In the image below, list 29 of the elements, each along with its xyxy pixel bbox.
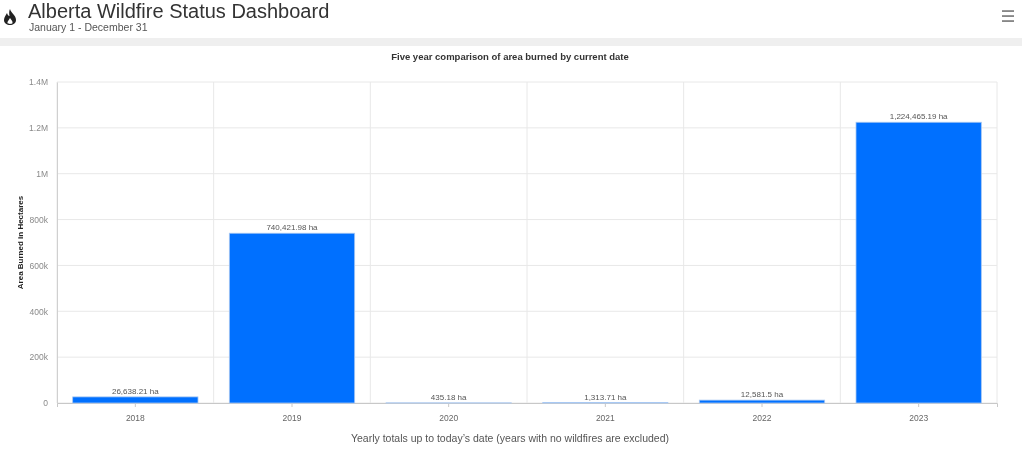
y-tick-label: 600k	[29, 260, 49, 271]
x-tick-label: 2018	[125, 413, 146, 424]
bar	[855, 121, 982, 404]
x-tick-label: 2023	[909, 413, 929, 424]
y-axis-title: Area Burned in Hectares	[16, 195, 25, 290]
x-axis-title: Yearly totals up to today’s date (years with no wildfires are excluded)	[350, 432, 670, 444]
y-tick-label: 1.2M	[29, 123, 48, 134]
y-tick-label: 200k	[29, 352, 49, 363]
x-tick-label: 2019	[282, 413, 302, 424]
bar	[228, 232, 356, 404]
bar	[72, 396, 199, 404]
data-label: 26,638.21 ha	[111, 386, 160, 396]
y-tick-label: 0	[43, 398, 49, 409]
x-tick-label: 2022	[752, 413, 772, 424]
text: January 1 - December 31	[29, 21, 148, 33]
y-tick-label: 800k	[29, 214, 49, 225]
text: Alberta Wildfire Status Dashboard	[28, 0, 330, 22]
y-tick-label: 400k	[29, 306, 49, 317]
chart-title: Five year comparison of area burned by current date	[391, 51, 629, 62]
y-tick-label: 1.4M	[29, 77, 48, 88]
x-tick-label: 2020	[439, 413, 459, 424]
data-label: 1,313.71 ha	[584, 392, 628, 402]
data-label: 435.18 ha	[430, 392, 468, 402]
x-tick-label: 2021	[595, 413, 616, 424]
data-label: 1,224,465.19 ha	[889, 112, 949, 122]
data-label: 740,421.98 ha	[266, 223, 319, 233]
y-tick-label: 1M	[36, 168, 48, 179]
bar	[698, 399, 826, 404]
data-label: 12,581.5 ha	[740, 390, 784, 400]
